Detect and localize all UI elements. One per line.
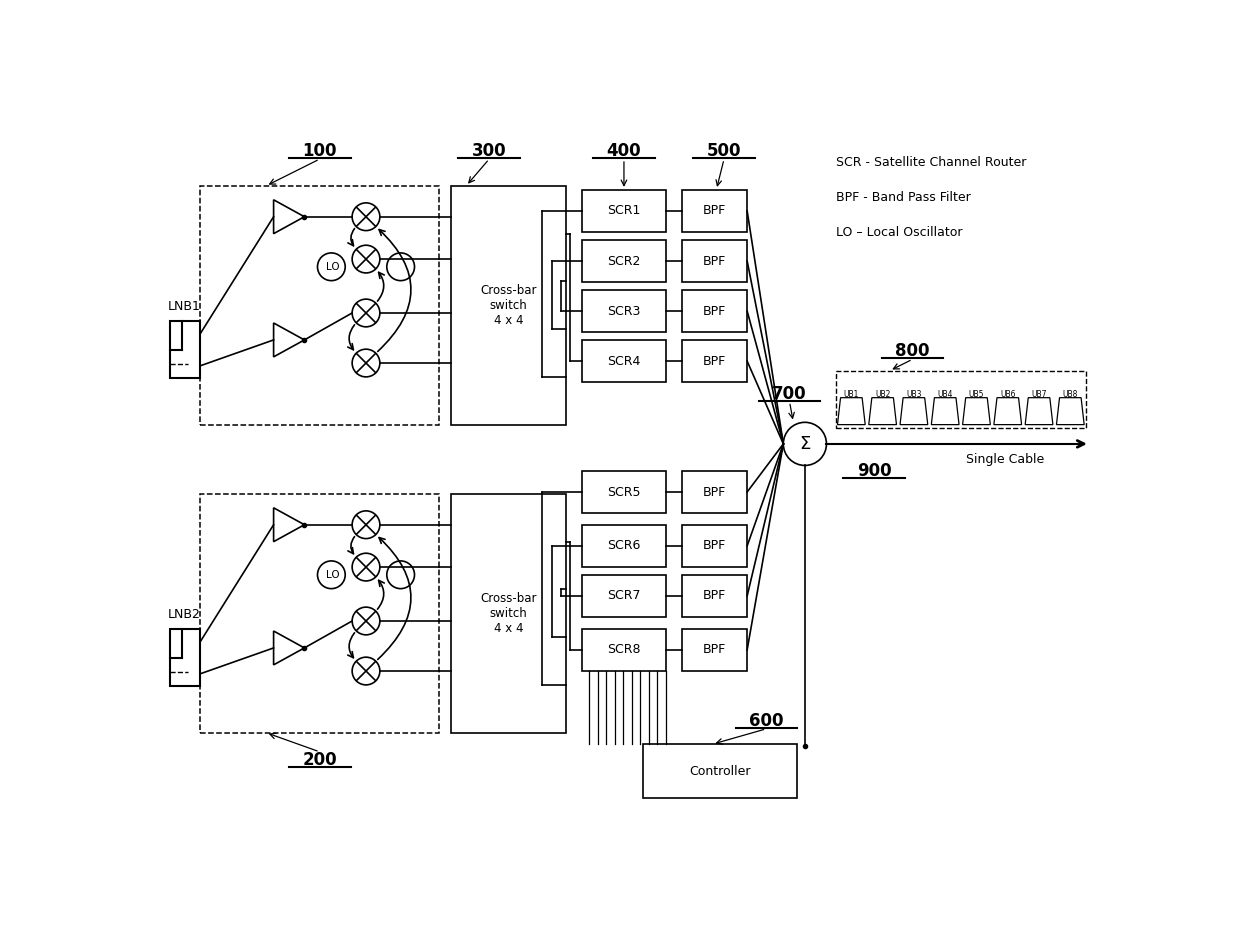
Text: UB3: UB3 (906, 390, 921, 400)
Text: SCR4: SCR4 (608, 355, 641, 368)
Text: UB4: UB4 (937, 390, 952, 400)
Text: 700: 700 (773, 385, 807, 403)
Text: UB5: UB5 (968, 390, 985, 400)
Bar (450, 186, 567, 425)
Bar (582, 190, 666, 232)
Text: LO: LO (326, 570, 340, 579)
Text: 400: 400 (606, 142, 641, 160)
Bar (682, 629, 748, 671)
Bar (682, 190, 748, 232)
Bar (582, 240, 666, 282)
Text: 500: 500 (707, 142, 742, 160)
Text: 800: 800 (895, 342, 930, 361)
Bar (582, 471, 666, 514)
Bar (682, 575, 748, 617)
Bar (582, 629, 666, 671)
Bar (582, 340, 666, 382)
Bar (682, 471, 748, 514)
Text: LNB1: LNB1 (169, 300, 201, 313)
Text: 900: 900 (857, 462, 892, 480)
Text: BPF: BPF (703, 540, 727, 552)
Text: SCR1: SCR1 (608, 205, 641, 218)
Text: UB1: UB1 (843, 390, 859, 400)
Text: BPF: BPF (703, 355, 727, 368)
Text: BPF: BPF (703, 643, 727, 656)
Text: BPF: BPF (703, 590, 727, 603)
Bar (644, 744, 797, 798)
Bar (450, 494, 567, 732)
Text: SCR8: SCR8 (608, 643, 641, 656)
Text: SCR6: SCR6 (608, 540, 641, 552)
Text: SCR7: SCR7 (608, 590, 641, 603)
Text: 100: 100 (303, 142, 337, 160)
Text: SCR5: SCR5 (608, 486, 641, 499)
Text: Single Cable: Single Cable (966, 452, 1044, 465)
Text: Cross-bar
switch
4 x 4: Cross-bar switch 4 x 4 (480, 284, 537, 327)
Bar (201, 494, 439, 732)
Bar (682, 290, 748, 332)
Text: SCR - Satellite Channel Router: SCR - Satellite Channel Router (836, 157, 1025, 170)
Bar (582, 290, 666, 332)
Bar (682, 240, 748, 282)
Text: LO: LO (326, 261, 340, 272)
Text: SCR2: SCR2 (608, 255, 641, 268)
Bar (170, 321, 201, 378)
Bar (682, 340, 748, 382)
Text: BPF: BPF (703, 205, 727, 218)
Bar (170, 629, 201, 686)
Text: SCR3: SCR3 (608, 305, 641, 318)
Text: BPF - Band Pass Filter: BPF - Band Pass Filter (836, 191, 971, 204)
Bar (582, 525, 666, 567)
Text: Controller: Controller (689, 765, 751, 778)
Text: UB2: UB2 (875, 390, 890, 400)
Text: BPF: BPF (703, 486, 727, 499)
Text: UB8: UB8 (1063, 390, 1078, 400)
Text: BPF: BPF (703, 305, 727, 318)
Bar (682, 525, 748, 567)
Text: UB6: UB6 (999, 390, 1016, 400)
Bar (201, 186, 439, 425)
Text: 200: 200 (303, 751, 337, 768)
Text: UB7: UB7 (1032, 390, 1047, 400)
Text: BPF: BPF (703, 255, 727, 268)
Text: LO – Local Oscillator: LO – Local Oscillator (836, 225, 962, 238)
Text: 600: 600 (749, 712, 784, 730)
Text: Σ: Σ (800, 435, 811, 453)
Bar (836, 371, 1086, 428)
Bar (582, 575, 666, 617)
Text: LNB2: LNB2 (169, 608, 201, 621)
Text: Cross-bar
switch
4 x 4: Cross-bar switch 4 x 4 (480, 591, 537, 635)
Text: 300: 300 (472, 142, 506, 160)
